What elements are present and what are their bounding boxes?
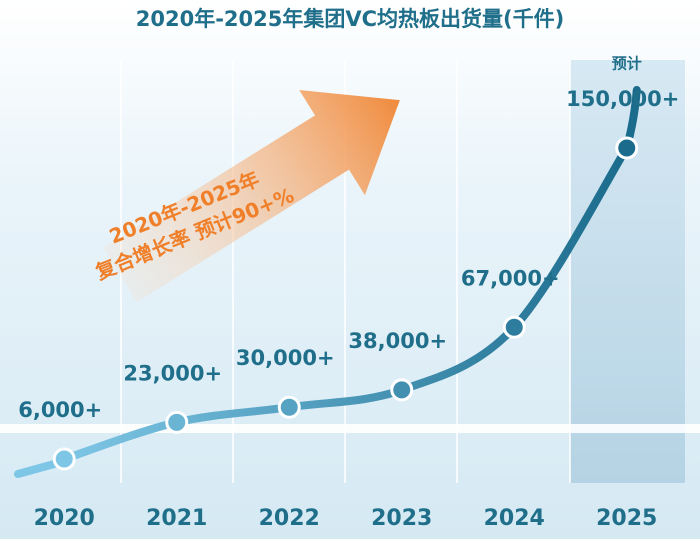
data-point: [165, 410, 189, 434]
data-point: [52, 447, 76, 471]
data-point: [502, 315, 526, 339]
x-tick-label: 2025: [596, 506, 657, 531]
x-tick-label: 2023: [371, 506, 432, 531]
growth-arrow: [103, 89, 400, 303]
data-point: [615, 136, 639, 160]
value-label: 30,000+: [236, 346, 335, 370]
forecast-note: 预计: [612, 55, 642, 73]
forecast-column: [570, 60, 685, 483]
chart-title: 2020年-2025年集团VC均热板出货量(千件): [136, 7, 564, 31]
white-band: [0, 424, 700, 433]
value-label: 6,000+: [18, 398, 102, 422]
data-point: [390, 378, 414, 402]
value-label: 23,000+: [123, 361, 222, 385]
value-label: 38,000+: [348, 329, 447, 353]
value-label: 150,000+: [566, 87, 679, 111]
data-point: [277, 395, 301, 419]
x-tick-label: 2024: [484, 506, 545, 531]
x-tick-label: 2021: [146, 506, 207, 531]
x-tick-label: 2022: [259, 506, 320, 531]
x-tick-label: 2020: [34, 506, 95, 531]
value-label: 67,000+: [461, 266, 560, 290]
